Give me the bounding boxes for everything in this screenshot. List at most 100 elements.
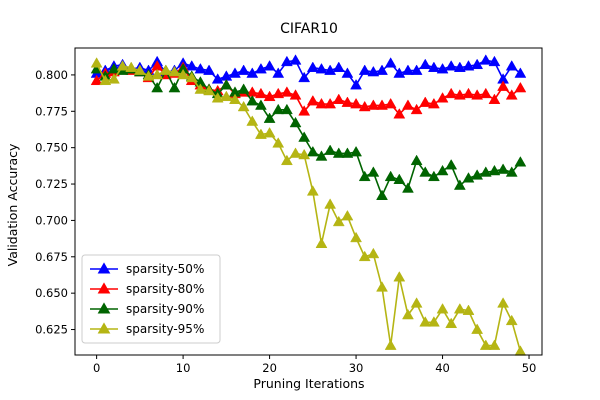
legend-marker bbox=[97, 322, 111, 334]
legend: sparsity-50% sparsity-80% sparsity-90% spar… bbox=[81, 254, 221, 344]
data-point bbox=[479, 339, 492, 350]
data-point bbox=[350, 231, 362, 243]
legend-label: sparsity-90% bbox=[126, 302, 204, 316]
data-point bbox=[427, 61, 440, 72]
data-point bbox=[332, 93, 345, 104]
data-point bbox=[280, 86, 293, 97]
data-point bbox=[350, 79, 362, 90]
legend-entry: sparsity-95% bbox=[90, 322, 204, 336]
y-tick-label: 0.650 bbox=[35, 286, 68, 300]
data-point bbox=[453, 61, 466, 72]
data-point bbox=[367, 247, 380, 259]
data-point bbox=[263, 60, 276, 71]
y-tick-label: 0.675 bbox=[35, 250, 68, 264]
y-tick-label: 0.800 bbox=[35, 68, 68, 82]
data-point bbox=[246, 115, 259, 126]
data-point bbox=[402, 99, 414, 110]
data-point bbox=[505, 314, 518, 326]
data-point bbox=[471, 169, 484, 180]
y-tick-label: 0.700 bbox=[35, 213, 68, 227]
data-point bbox=[488, 164, 501, 176]
data-point bbox=[393, 108, 406, 119]
data-point bbox=[263, 127, 276, 138]
data-point bbox=[194, 83, 207, 94]
data-point bbox=[125, 61, 138, 72]
data-point bbox=[220, 79, 233, 90]
data-point bbox=[272, 103, 285, 115]
data-point bbox=[514, 345, 527, 356]
data-point bbox=[324, 198, 337, 209]
x-tick-label: 50 bbox=[522, 361, 537, 375]
data-point bbox=[194, 63, 207, 74]
data-point bbox=[514, 67, 527, 78]
data-point bbox=[341, 147, 354, 158]
data-point bbox=[159, 64, 172, 75]
legend-label: sparsity-50% bbox=[126, 262, 204, 276]
legend-marker bbox=[97, 302, 111, 314]
data-point bbox=[462, 60, 475, 71]
data-point bbox=[151, 81, 164, 93]
data-point bbox=[341, 209, 354, 221]
y-axis-title: Validation Accuracy bbox=[5, 143, 20, 266]
data-point bbox=[436, 92, 449, 103]
data-point bbox=[376, 281, 388, 292]
data-point bbox=[315, 63, 328, 74]
data-point bbox=[497, 80, 510, 91]
data-point bbox=[332, 147, 345, 158]
data-point bbox=[453, 89, 466, 100]
data-point bbox=[211, 92, 224, 103]
y-tick-label: 0.625 bbox=[35, 323, 68, 337]
data-point bbox=[237, 64, 250, 75]
x-tick-label: 20 bbox=[262, 361, 277, 375]
data-point bbox=[436, 63, 449, 74]
data-point bbox=[410, 154, 423, 166]
data-point bbox=[306, 61, 319, 72]
legend-label: sparsity-80% bbox=[126, 282, 204, 296]
x-axis-title: Pruning Iterations bbox=[253, 376, 364, 391]
data-point bbox=[298, 148, 311, 160]
data-point bbox=[419, 96, 432, 107]
data-point bbox=[255, 128, 267, 139]
data-point bbox=[142, 70, 155, 81]
data-point bbox=[384, 170, 397, 182]
series-sparsity-90% bbox=[90, 63, 527, 200]
data-point bbox=[272, 137, 285, 148]
data-point bbox=[445, 87, 458, 99]
data-point bbox=[280, 55, 293, 67]
data-point bbox=[393, 271, 406, 282]
legend-entry: sparsity-80% bbox=[90, 282, 204, 296]
axes-frame bbox=[74, 47, 543, 356]
data-point bbox=[393, 67, 406, 78]
data-point bbox=[289, 89, 302, 100]
data-point bbox=[341, 96, 354, 107]
data-point bbox=[358, 100, 371, 112]
y-tick-label: 0.725 bbox=[35, 177, 68, 191]
data-point bbox=[306, 145, 319, 157]
data-point bbox=[298, 131, 311, 142]
data-point bbox=[298, 71, 311, 83]
data-point bbox=[367, 99, 380, 110]
data-point bbox=[289, 116, 302, 128]
data-point bbox=[255, 63, 267, 74]
data-point bbox=[350, 145, 362, 157]
data-point bbox=[272, 87, 285, 99]
data-point bbox=[402, 182, 414, 193]
data-point bbox=[376, 64, 388, 75]
data-point bbox=[393, 173, 406, 184]
data-point bbox=[462, 87, 475, 99]
data-point bbox=[324, 64, 337, 75]
data-point bbox=[203, 84, 215, 96]
legend-label: sparsity-95% bbox=[126, 322, 204, 336]
data-point bbox=[255, 99, 267, 110]
data-point bbox=[280, 103, 293, 115]
data-point bbox=[324, 97, 337, 109]
data-point bbox=[185, 60, 198, 71]
x-tick-label: 40 bbox=[435, 361, 450, 375]
data-point bbox=[436, 164, 449, 176]
data-point bbox=[462, 304, 475, 315]
data-point bbox=[410, 103, 423, 115]
data-point bbox=[229, 67, 241, 78]
data-point bbox=[107, 73, 120, 84]
data-point bbox=[384, 97, 397, 109]
